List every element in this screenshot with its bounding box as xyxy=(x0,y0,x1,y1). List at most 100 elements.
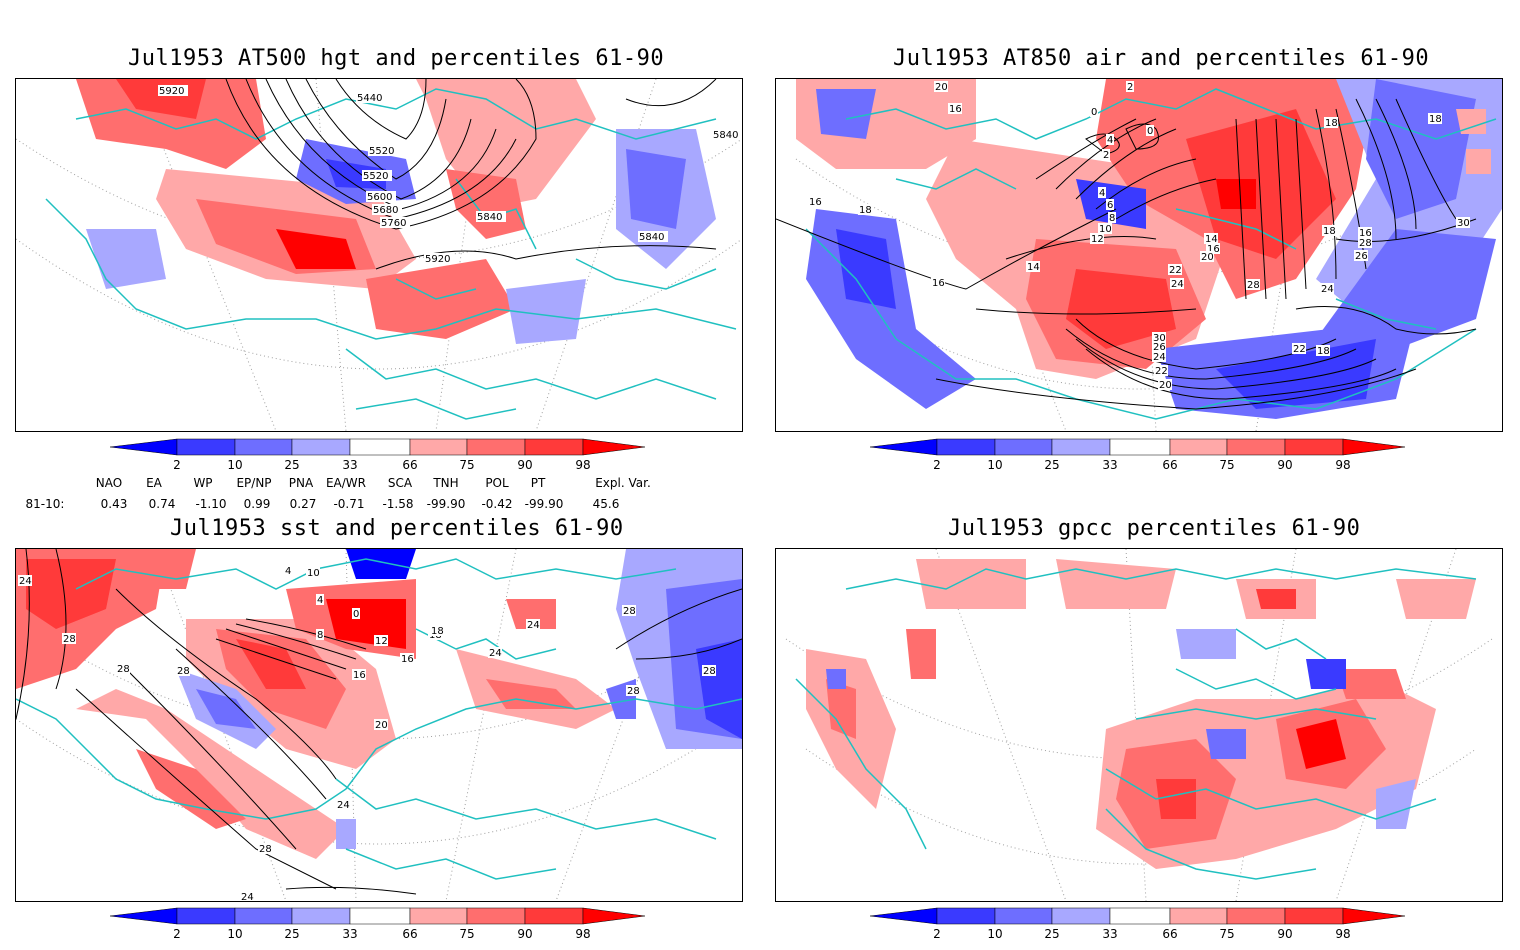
contour-label: 6 xyxy=(1107,200,1113,211)
contour-label: 26 xyxy=(1355,251,1368,262)
contour-label: 5840 xyxy=(639,232,664,243)
contour-label: 5520 xyxy=(369,146,394,157)
index-value: 0.74 xyxy=(149,497,176,511)
colorbar-hgt500: 2 10 25 33 66 75 90 98 xyxy=(110,437,650,481)
index-value: 0.43 xyxy=(101,497,128,511)
contour-label: 5680 xyxy=(373,205,398,216)
index-header: POL xyxy=(485,476,509,490)
contour-label: 20 xyxy=(1159,380,1172,391)
colorbar-label: 33 xyxy=(1102,927,1117,940)
teleconnection-indices: NAO EA WP EP/NP PNA EA/WR SCA TNH POL PT… xyxy=(26,476,651,511)
contour-label: 18 xyxy=(859,205,872,216)
contour-label: 16 xyxy=(353,670,366,681)
colorbar-label: 10 xyxy=(987,927,1002,940)
index-value: 0.27 xyxy=(290,497,317,511)
contour-label: 4 xyxy=(1107,135,1113,146)
colorbar-label: 66 xyxy=(1162,927,1177,940)
contour-label: 14 xyxy=(1205,234,1218,245)
contour-label: 22 xyxy=(1155,366,1168,377)
colorbar-label: 25 xyxy=(284,927,299,940)
contour-label: 12 xyxy=(375,636,388,647)
colorbar-label: 25 xyxy=(1044,927,1059,940)
contour-label: 20 xyxy=(375,720,388,731)
colorbar-label: 90 xyxy=(1277,458,1292,472)
colorbar-label: 75 xyxy=(459,458,474,472)
colorbar-gpcc: 2 10 25 33 66 75 90 98 xyxy=(870,906,1410,950)
contour-label: 24 xyxy=(489,648,502,659)
contour-label: 5920 xyxy=(425,254,450,265)
contour-label: 5840 xyxy=(713,130,738,141)
map-gpcc xyxy=(775,548,1503,902)
contour-label: 20 xyxy=(1201,252,1214,263)
colorbar-label: 75 xyxy=(1219,458,1234,472)
contour-label: 0 xyxy=(353,609,359,620)
contour-label: 5920 xyxy=(159,86,184,97)
colorbar-label: 10 xyxy=(227,458,242,472)
contour-label: 28 xyxy=(1359,238,1372,249)
contour-label: 24 xyxy=(19,576,32,587)
contour-label: 18 xyxy=(431,626,444,637)
colorbar-label: 75 xyxy=(1219,927,1234,940)
map-hgt500: 5920 5440 5520 5520 5600 5680 5760 5840 … xyxy=(15,78,743,432)
contour-label: 20 xyxy=(935,82,948,93)
contour-label: 24 xyxy=(527,620,540,631)
colorbar-air850: 2 10 25 33 66 75 90 98 xyxy=(870,437,1410,481)
index-header: SCA xyxy=(388,476,413,490)
colorbar-label: 2 xyxy=(933,927,941,940)
contour-label: 5760 xyxy=(381,218,406,229)
contour-label: 10 xyxy=(1099,224,1112,235)
colorbar-label: 90 xyxy=(517,927,532,940)
index-header: PT xyxy=(531,476,546,490)
contour-label: 14 xyxy=(1027,262,1040,273)
index-value: 45.6 xyxy=(593,497,620,511)
contour-label: 5840 xyxy=(477,212,502,223)
panel-title-gpcc: Jul1953 gpcc percentiles 61-90 xyxy=(948,516,1361,541)
index-value: 0.99 xyxy=(244,497,271,511)
colorbar-sst: 2 10 25 33 66 75 90 98 xyxy=(110,906,650,950)
colorbar-label: 98 xyxy=(1335,927,1350,940)
contour-label: 28 xyxy=(1247,280,1260,291)
index-header: PNA xyxy=(289,476,314,490)
contour-label: 28 xyxy=(703,666,716,677)
index-header: EP/NP xyxy=(236,476,271,490)
index-header: EA xyxy=(146,476,163,490)
contour-label: 18 xyxy=(1325,118,1338,129)
contour-label: 4 xyxy=(285,566,291,577)
contour-label: 28 xyxy=(623,606,636,617)
contour-label: 16 xyxy=(1359,228,1372,239)
contour-label: 2 xyxy=(1127,82,1133,93)
index-value: -1.58 xyxy=(382,497,413,511)
index-header: NAO xyxy=(96,476,122,490)
contour-label: 16 xyxy=(809,197,822,208)
colorbar-label: 98 xyxy=(575,927,590,940)
colorbar-label: 25 xyxy=(284,458,299,472)
contour-label: 4 xyxy=(317,595,323,606)
contour-label: 28 xyxy=(117,664,130,675)
colorbar-label: 25 xyxy=(1044,458,1059,472)
colorbar-label: 10 xyxy=(987,458,1002,472)
colorbar-label: 2 xyxy=(933,458,941,472)
index-value: -0.42 xyxy=(481,497,512,511)
contour-label: 0 xyxy=(1091,107,1097,118)
contour-label: 18 xyxy=(1317,346,1330,357)
contour-label: 2 xyxy=(1103,150,1109,161)
contour-label: 26 xyxy=(1153,342,1166,353)
index-header: TNH xyxy=(432,476,458,490)
index-header: WP xyxy=(193,476,212,490)
contour-label: 24 xyxy=(337,800,350,811)
index-row-label: 81-10: xyxy=(26,497,65,511)
index-header: Expl. Var. xyxy=(595,476,651,490)
colorbar-label: 66 xyxy=(402,927,417,940)
contour-label: 16 xyxy=(401,654,414,665)
contour-label: 16 xyxy=(1207,244,1220,255)
contour-label: 28 xyxy=(259,844,272,855)
contour-label: 5600 xyxy=(367,192,392,203)
index-value: -1.10 xyxy=(195,497,226,511)
index-value: -0.71 xyxy=(333,497,364,511)
panel-title-sst: Jul1953 sst and percentiles 61-90 xyxy=(170,516,624,541)
panel-title-air850: Jul1953 AT850 air and percentiles 61-90 xyxy=(893,46,1430,71)
contour-label: 4 xyxy=(1099,188,1105,199)
colorbar-label: 2 xyxy=(173,927,181,940)
contour-label: 12 xyxy=(1091,234,1104,245)
colorbar-label: 90 xyxy=(1277,927,1292,940)
